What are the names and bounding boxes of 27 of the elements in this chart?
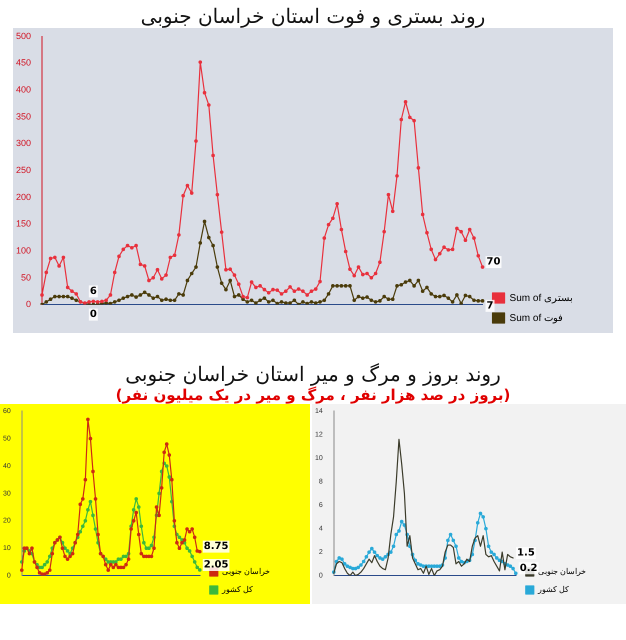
data-label: 8.75: [204, 541, 228, 552]
legend-label: Sum of بستری: [510, 292, 574, 304]
data-label: 0.2: [520, 562, 538, 574]
legend-label: خراسان جنوبی: [538, 567, 586, 576]
data-label: 7: [486, 300, 494, 312]
data-label: 6: [90, 286, 97, 297]
y-tick-label: 150: [16, 218, 32, 229]
data-label: 0: [90, 309, 97, 320]
y-tick-label: 100: [16, 245, 32, 256]
y-tick-label: 450: [16, 58, 32, 68]
y-tick-label: 500: [16, 30, 32, 41]
legend-label: کل کشور: [536, 585, 570, 594]
y-tick-label: 300: [16, 138, 32, 148]
y-tick-label: 350: [16, 111, 32, 122]
y-tick-label: 200: [16, 192, 32, 202]
y-tick-label: 250: [16, 164, 32, 175]
legend-label: کل کشور: [220, 585, 254, 594]
text: روند بروز و مرگ و میر استان خراسان جنوبی: [124, 362, 502, 386]
legend-label: Sum of فوت: [510, 312, 564, 324]
chart-title: روند بستری و فوت استان خراسان جنوبی: [140, 4, 486, 28]
data-label: 70: [486, 256, 500, 268]
y-tick-label: 400: [16, 84, 32, 95]
y-tick-label: 50: [21, 272, 32, 282]
text: (بروز در صد هزار نفر ، مرگ و میر در یک میلیون نفر): [114, 386, 512, 404]
y-tick-label: 0: [26, 299, 32, 310]
data-label: 1.5: [517, 548, 535, 559]
data-label: 2.05: [204, 560, 228, 571]
